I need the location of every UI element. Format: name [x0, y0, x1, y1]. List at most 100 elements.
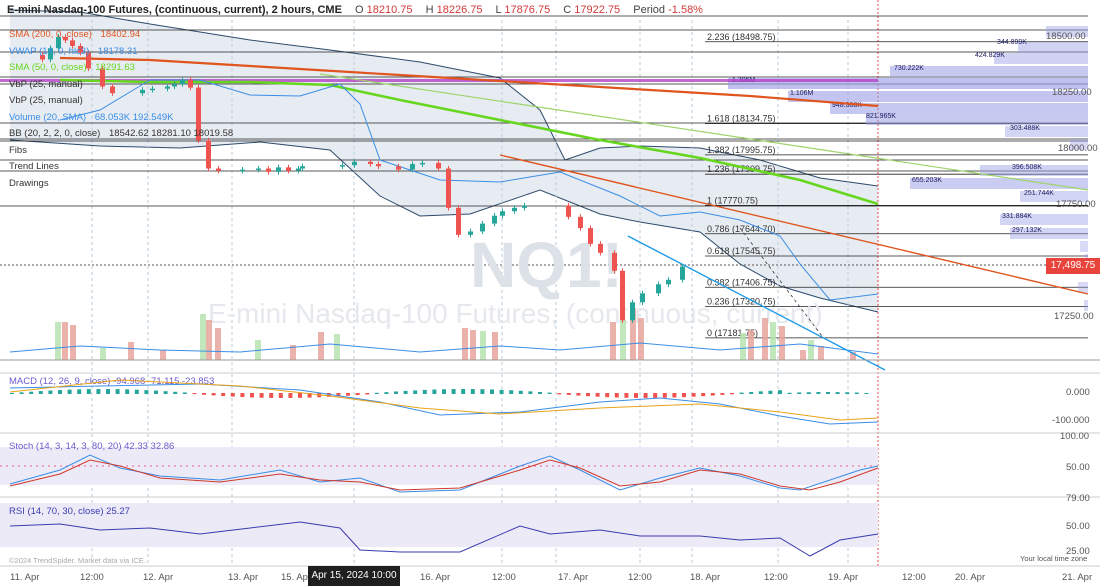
macd-hist-bar: [547, 392, 552, 394]
candle-body: [512, 207, 517, 212]
candle-body: [300, 166, 305, 169]
macd-hist-bar: [384, 392, 389, 394]
rsi-axis-label: 50.00: [1066, 521, 1090, 532]
macd-hist-bar: [326, 393, 331, 397]
stoch-k-line: [9, 454, 879, 493]
legend-item[interactable]: Volume (20, SMA) 68.053K 192.549K: [9, 112, 173, 124]
legend-item[interactable]: VbP (25, manual): [9, 79, 89, 91]
volume-bar: [318, 332, 324, 360]
legend-item[interactable]: VWAP (14, 0, hlc3) 18178.31: [9, 46, 138, 58]
macd-hist-bar: [432, 389, 437, 394]
volume-bar: [748, 330, 754, 360]
fib-label: 1.618 (18134.75): [707, 114, 776, 124]
time-axis-label: 11. Apr: [10, 572, 39, 583]
macd-hist-bar: [163, 391, 168, 394]
footer-credit: ©2024 TrendSpider. Market data via ICE.: [9, 556, 146, 565]
macd-hist-bar: [259, 393, 264, 398]
stoch-axis-label: 100.00: [1060, 431, 1089, 442]
profile-bar: [1010, 228, 1088, 239]
macd-hist-bar: [691, 393, 696, 397]
indicator-panes: MACD (12, 26, 9, close) -94.968 -71.115 …: [0, 376, 879, 557]
rsi-band: [0, 503, 878, 547]
volume-bar: [779, 326, 785, 360]
macd-hist-bar: [566, 393, 571, 395]
macd-hist-bar: [470, 389, 475, 394]
candle-body: [480, 223, 485, 232]
legend-value: 18291.63: [92, 62, 135, 73]
time-axis-label: 15. Apr: [281, 572, 311, 583]
macd-hist-bar: [576, 393, 581, 396]
candle-body: [456, 207, 461, 235]
profile-bar: [728, 78, 1088, 89]
candle-body: [140, 89, 145, 94]
candle-body: [656, 284, 661, 294]
macd-hist-bar: [451, 389, 456, 394]
fib-label: 1.236 (17909.75): [707, 164, 776, 174]
legend-item[interactable]: Drawings: [9, 178, 55, 190]
poc-line: [0, 79, 878, 82]
period-value: -1.58%: [668, 4, 703, 16]
macd-axis-label: -100.000: [1052, 415, 1090, 426]
candle-body: [240, 169, 245, 172]
macd-hist-bar: [490, 389, 494, 394]
candle-body: [666, 279, 671, 285]
time-axis-label: 13. Apr: [228, 572, 258, 583]
candle-body: [188, 79, 193, 88]
macd-hist-bar: [154, 390, 158, 394]
volume-bar: [128, 342, 134, 360]
legend-item[interactable]: VbP (25, manual): [9, 95, 89, 107]
macd-hist-bar: [240, 393, 245, 398]
macd-hist-bar: [58, 390, 62, 394]
profile-label: 821.965K: [866, 113, 896, 120]
legend-item[interactable]: SMA (50, 0, close) 18291.63: [9, 62, 135, 74]
time-axis-label: 12:00: [492, 572, 516, 583]
macd-hist-bar: [518, 390, 523, 394]
volume-bar: [70, 325, 76, 360]
macd-hist-bar: [624, 393, 629, 398]
macd-hist-bar: [758, 391, 763, 394]
volume-bar: [215, 328, 221, 360]
macd-hist-bar: [96, 389, 101, 394]
legend-value: 18542.62 18281.10 18019.58: [106, 128, 234, 139]
trend-line-orange: [499, 154, 1089, 295]
bb-upper-line: [9, 9, 879, 187]
profile-bar: [910, 178, 1088, 189]
macd-hist-bar: [202, 393, 206, 395]
candle-body: [368, 161, 373, 165]
candle-body: [165, 86, 170, 89]
macd-hist-bar: [768, 390, 773, 394]
vwap-line: [59, 79, 879, 301]
moving-averages: [59, 56, 1089, 371]
profile-bar: [1000, 214, 1088, 225]
volume-bar: [620, 320, 626, 360]
watermark-symbol: NQ1!: [470, 229, 623, 301]
macd-hist-bar: [77, 389, 82, 394]
candle-body: [612, 252, 617, 271]
time-axis-label: 16. Apr: [420, 572, 450, 583]
trend-line-blue: [627, 235, 886, 371]
macd-hist-bar: [480, 389, 485, 394]
legend-item[interactable]: BB (20, 2, 2, 0, close) 18542.62 18281.1…: [9, 128, 233, 140]
bb-lower-line: [9, 139, 879, 313]
high-value: 18226.75: [436, 4, 483, 16]
volume-bar: [55, 322, 61, 360]
stoch-label: Stoch (14, 3, 14, 3, 80, 20) 42.33 32.86: [9, 441, 174, 452]
candle-body: [216, 168, 221, 171]
macd-hist-bar: [710, 393, 715, 396]
macd-hist-bar: [19, 392, 24, 394]
legend-label: VWAP (14, 0, hlc3): [9, 45, 90, 57]
legend-item[interactable]: Fibs: [9, 145, 33, 157]
candle-body: [296, 168, 301, 171]
legend-label: Drawings: [9, 177, 49, 189]
fib-label: 0.618 (17545.75): [707, 246, 776, 256]
macd-hist-bar: [701, 393, 706, 397]
macd-hist-bar: [10, 393, 14, 394]
candle-body: [630, 302, 635, 321]
profile-bar: [788, 91, 1088, 102]
legend-item[interactable]: SMA (200, 0, close) 18402.94: [9, 29, 140, 41]
fib-label: 0.236 (17320.75): [707, 297, 776, 307]
legend-item[interactable]: Trend Lines: [9, 161, 65, 173]
macd-hist-bar: [125, 389, 130, 394]
macd-axis-label: 0.000: [1066, 387, 1090, 398]
